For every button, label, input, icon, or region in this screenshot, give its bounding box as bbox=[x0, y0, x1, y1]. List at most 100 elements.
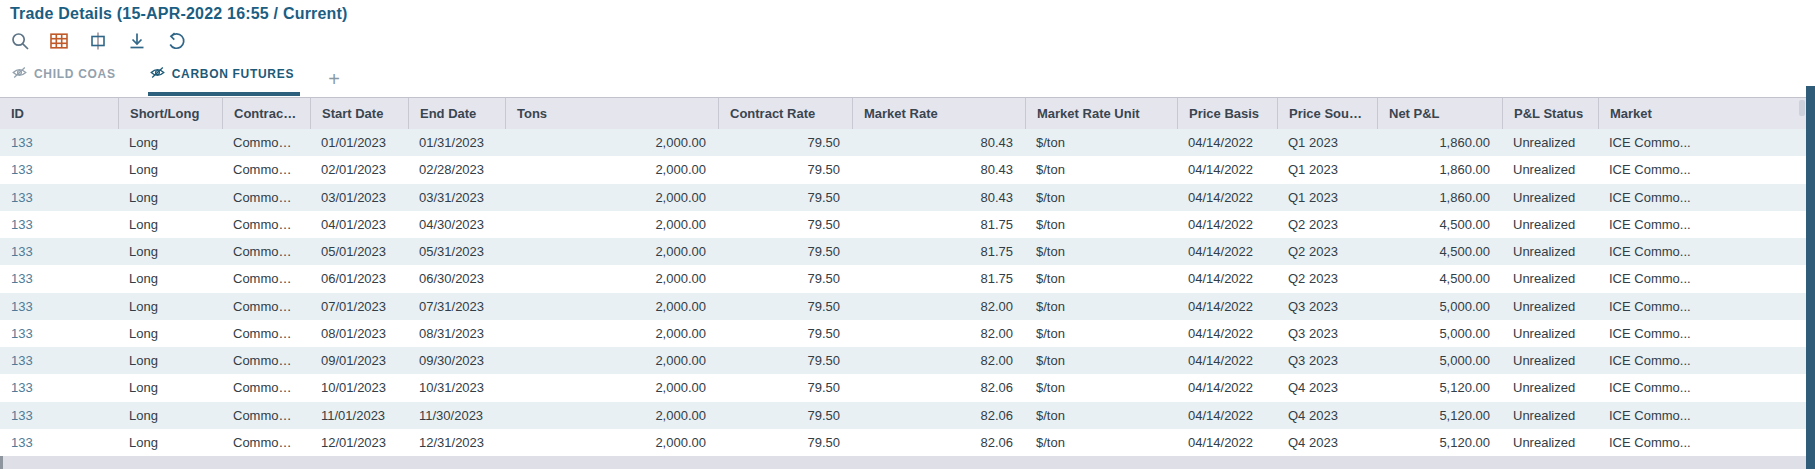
download-icon bbox=[127, 31, 147, 51]
table-cell: 5,000.00 bbox=[1377, 320, 1502, 347]
table-cell: Commodity bbox=[222, 129, 310, 156]
search-button[interactable] bbox=[8, 29, 32, 53]
table-cell: $/ton bbox=[1025, 184, 1177, 211]
table-cell: 5,000.00 bbox=[1377, 347, 1502, 374]
table-row[interactable]: 133LongCommodity10/01/202310/31/20232,00… bbox=[0, 374, 1806, 401]
column-header-net-p-l[interactable]: Net P&L bbox=[1377, 98, 1502, 129]
add-tab-button[interactable]: + bbox=[326, 72, 348, 96]
trade-id-cell[interactable]: 133 bbox=[0, 156, 118, 183]
table-cell: Unrealized bbox=[1502, 374, 1598, 401]
table-cell: 06/01/2023 bbox=[310, 265, 408, 292]
table-cell: 09/30/2023 bbox=[408, 347, 505, 374]
column-header-market-rate-unit[interactable]: Market Rate Unit bbox=[1025, 98, 1177, 129]
table-cell: Long bbox=[118, 320, 222, 347]
table-cell: Unrealized bbox=[1502, 265, 1598, 292]
column-header-market[interactable]: Market bbox=[1598, 98, 1806, 129]
table-cell: ICE Commo... bbox=[1598, 347, 1806, 374]
trade-id-cell[interactable]: 133 bbox=[0, 293, 118, 320]
table-row[interactable]: 133LongCommodity11/01/202311/30/20232,00… bbox=[0, 402, 1806, 429]
trade-id-cell[interactable]: 133 bbox=[0, 211, 118, 238]
table-cell: ICE Commo... bbox=[1598, 429, 1806, 456]
magnifier-icon bbox=[10, 31, 31, 52]
table-row[interactable]: 133LongCommodity05/01/202305/31/20232,00… bbox=[0, 238, 1806, 265]
table-cell: Long bbox=[118, 265, 222, 292]
table-cell: 4,500.00 bbox=[1377, 211, 1502, 238]
table-cell: $/ton bbox=[1025, 347, 1177, 374]
table-cell: Unrealized bbox=[1502, 211, 1598, 238]
trade-id-cell[interactable]: 133 bbox=[0, 238, 118, 265]
trade-id-cell[interactable]: 133 bbox=[0, 402, 118, 429]
table-cell: ICE Commo... bbox=[1598, 238, 1806, 265]
table-cell: 1,860.00 bbox=[1377, 184, 1502, 211]
table-cell: 79.50 bbox=[718, 347, 852, 374]
table-row[interactable]: 133LongCommodity01/01/202301/31/20232,00… bbox=[0, 129, 1806, 156]
tab-child-coas[interactable]: CHILD COAS bbox=[10, 65, 122, 96]
trade-id-cell[interactable]: 133 bbox=[0, 429, 118, 456]
table-cell: 04/14/2022 bbox=[1177, 184, 1277, 211]
table-cell: Commodity bbox=[222, 429, 310, 456]
table-row[interactable]: 133LongCommodity04/01/202304/30/20232,00… bbox=[0, 211, 1806, 238]
table-cell: 04/14/2022 bbox=[1177, 265, 1277, 292]
table-cell: 80.43 bbox=[852, 156, 1025, 183]
trade-id-cell[interactable]: 133 bbox=[0, 265, 118, 292]
table-row[interactable]: 133LongCommodity02/01/202302/28/20232,00… bbox=[0, 156, 1806, 183]
horizontal-scrollbar[interactable] bbox=[0, 456, 1806, 469]
table-row[interactable]: 133LongCommodity06/01/202306/30/20232,00… bbox=[0, 265, 1806, 292]
table-cell: 06/30/2023 bbox=[408, 265, 505, 292]
table-cell: Long bbox=[118, 184, 222, 211]
column-header-price-basis[interactable]: Price Basis bbox=[1177, 98, 1277, 129]
table-cell: 2,000.00 bbox=[505, 211, 718, 238]
table-cell: Unrealized bbox=[1502, 184, 1598, 211]
table-cell: 2,000.00 bbox=[505, 184, 718, 211]
table-cell: 79.50 bbox=[718, 184, 852, 211]
fit-columns-button[interactable] bbox=[86, 29, 110, 53]
column-header-short-long[interactable]: Short/Long bbox=[118, 98, 222, 129]
tab-carbon-futures[interactable]: CARBON FUTURES bbox=[148, 65, 300, 96]
column-header-start-date[interactable]: Start Date bbox=[310, 98, 408, 129]
trade-id-cell[interactable]: 133 bbox=[0, 374, 118, 401]
toolbar bbox=[8, 28, 203, 54]
table-cell: ICE Commo... bbox=[1598, 184, 1806, 211]
column-header-tons[interactable]: Tons bbox=[505, 98, 718, 129]
reset-button[interactable] bbox=[164, 29, 188, 53]
table-cell: 09/01/2023 bbox=[310, 347, 408, 374]
column-header-id[interactable]: ID bbox=[0, 98, 118, 129]
table-cell: 5,120.00 bbox=[1377, 402, 1502, 429]
table-cell: Q1 2023 bbox=[1277, 156, 1377, 183]
trade-id-cell[interactable]: 133 bbox=[0, 347, 118, 374]
table-cell: 10/01/2023 bbox=[310, 374, 408, 401]
column-header-p-l-status[interactable]: P&L Status bbox=[1502, 98, 1598, 129]
eye-off-icon bbox=[12, 65, 27, 83]
vertical-scrollbar[interactable] bbox=[1806, 86, 1815, 469]
table-cell: 04/01/2023 bbox=[310, 211, 408, 238]
column-header-contract-rate[interactable]: Contract Rate bbox=[718, 98, 852, 129]
table-row[interactable]: 133LongCommodity03/01/202303/31/20232,00… bbox=[0, 184, 1806, 211]
table-row[interactable]: 133LongCommodity12/01/202312/31/20232,00… bbox=[0, 429, 1806, 456]
table-row[interactable]: 133LongCommodity08/01/202308/31/20232,00… bbox=[0, 320, 1806, 347]
column-header-end-date[interactable]: End Date bbox=[408, 98, 505, 129]
table-view-button[interactable] bbox=[47, 29, 71, 53]
table-cell: Unrealized bbox=[1502, 293, 1598, 320]
table-cell: 82.00 bbox=[852, 293, 1025, 320]
trade-id-cell[interactable]: 133 bbox=[0, 184, 118, 211]
table-cell: Commodity bbox=[222, 347, 310, 374]
tab-label: CARBON FUTURES bbox=[172, 67, 294, 81]
table-row[interactable]: 133LongCommodity09/01/202309/30/20232,00… bbox=[0, 347, 1806, 374]
table-cell: Commodity bbox=[222, 211, 310, 238]
trade-details-panel: Trade Details (15-APR-2022 16:55 / Curre… bbox=[0, 0, 1815, 469]
table-cell: Q1 2023 bbox=[1277, 184, 1377, 211]
table-cell: 04/14/2022 bbox=[1177, 429, 1277, 456]
table-cell: ICE Commo... bbox=[1598, 402, 1806, 429]
table-cell: Long bbox=[118, 402, 222, 429]
download-button[interactable] bbox=[125, 29, 149, 53]
table-cell: Q3 2023 bbox=[1277, 347, 1377, 374]
column-header-price-source[interactable]: Price Source bbox=[1277, 98, 1377, 129]
table-cell: 2,000.00 bbox=[505, 402, 718, 429]
column-header-market-rate[interactable]: Market Rate bbox=[852, 98, 1025, 129]
table-row[interactable]: 133LongCommodity07/01/202307/31/20232,00… bbox=[0, 293, 1806, 320]
table-cell: Unrealized bbox=[1502, 129, 1598, 156]
trade-id-cell[interactable]: 133 bbox=[0, 320, 118, 347]
trade-id-cell[interactable]: 133 bbox=[0, 129, 118, 156]
column-header-contract[interactable]: Contract... bbox=[222, 98, 310, 129]
table-cell: Q3 2023 bbox=[1277, 320, 1377, 347]
